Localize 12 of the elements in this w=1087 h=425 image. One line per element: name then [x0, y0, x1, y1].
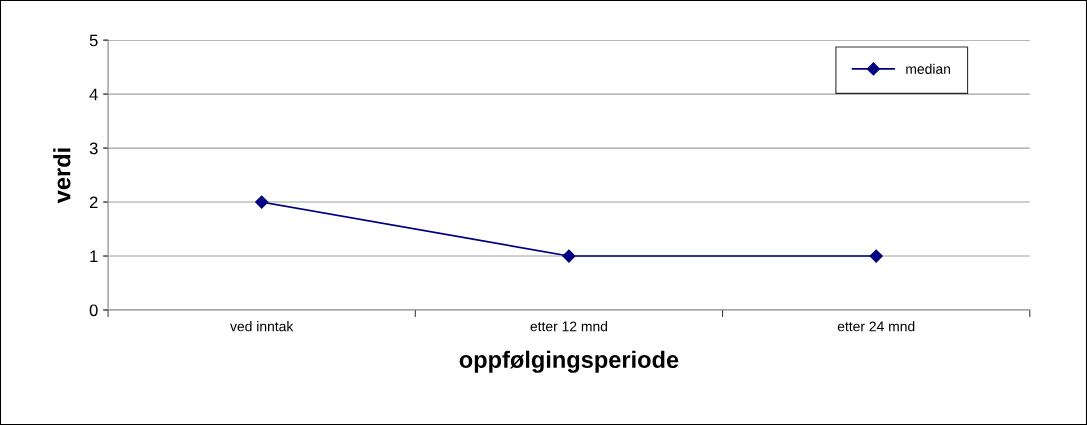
y-axis-title: verdi [53, 148, 71, 204]
x-tick-label: ved inntak [230, 321, 294, 332]
y-tick-label: 0 [89, 304, 98, 317]
y-tick-label: 1 [90, 250, 98, 263]
x-tick-label: etter 24 mnd [837, 321, 915, 332]
y-tick-label: 2 [89, 196, 98, 209]
x-tick-label: etter 12 mnd [530, 321, 608, 332]
y-tick-label: 3 [89, 142, 98, 155]
legend-label: median [906, 63, 951, 74]
y-tick-label: 5 [89, 34, 98, 47]
x-axis-title: oppfølgingsperiode [459, 350, 679, 373]
y-tick-label: 4 [89, 88, 98, 101]
